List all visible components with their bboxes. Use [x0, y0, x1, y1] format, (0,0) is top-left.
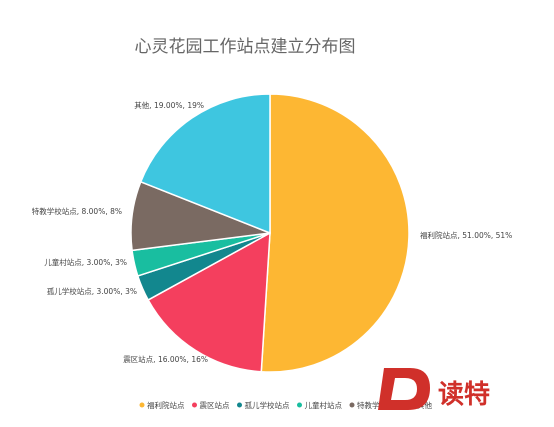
pie-slices — [130, 93, 410, 373]
data-label-0: 福利院站点, 51.00%, 51% — [420, 230, 512, 240]
watermark-logo: 读特 — [378, 368, 490, 410]
legend-item-3: 儿童村站点 — [305, 400, 343, 410]
watermark-d-mark — [378, 368, 430, 410]
legend-marker-2 — [237, 402, 242, 408]
data-labels: 福利院站点, 51.00%, 51% 震区站点, 16.00%, 16% 孤儿学校站… — [32, 100, 513, 364]
pie-slice-1 — [147, 231, 271, 373]
watermark-text: 读特 — [438, 379, 490, 410]
legend-item-0: 福利院站点 — [147, 400, 185, 410]
legend-marker-0 — [139, 402, 145, 408]
pie-slice-0 — [260, 93, 410, 373]
pie-slice-5 — [139, 93, 271, 235]
legend-marker-4 — [349, 402, 355, 408]
data-label-1: 震区站点, 16.00%, 16% — [123, 354, 208, 364]
legend-item-1: 震区站点 — [200, 400, 230, 410]
legend-item-2: 孤儿学校站点 — [245, 400, 290, 410]
chart-title: 心灵花园工作站点建立分布图 — [135, 37, 356, 57]
legend-marker-1 — [192, 402, 197, 408]
legend-marker-3 — [297, 402, 302, 408]
legend-item-5: 其他 — [417, 400, 432, 410]
data-label-4: 特教学校站点, 8.00%, 8% — [32, 206, 122, 216]
data-label-3: 儿童村站点, 3.00%, 3% — [44, 257, 127, 267]
data-label-5: 其他, 19.00%, 19% — [134, 100, 204, 110]
data-label-2: 孤儿学校站点, 3.00%, 3% — [47, 286, 137, 296]
